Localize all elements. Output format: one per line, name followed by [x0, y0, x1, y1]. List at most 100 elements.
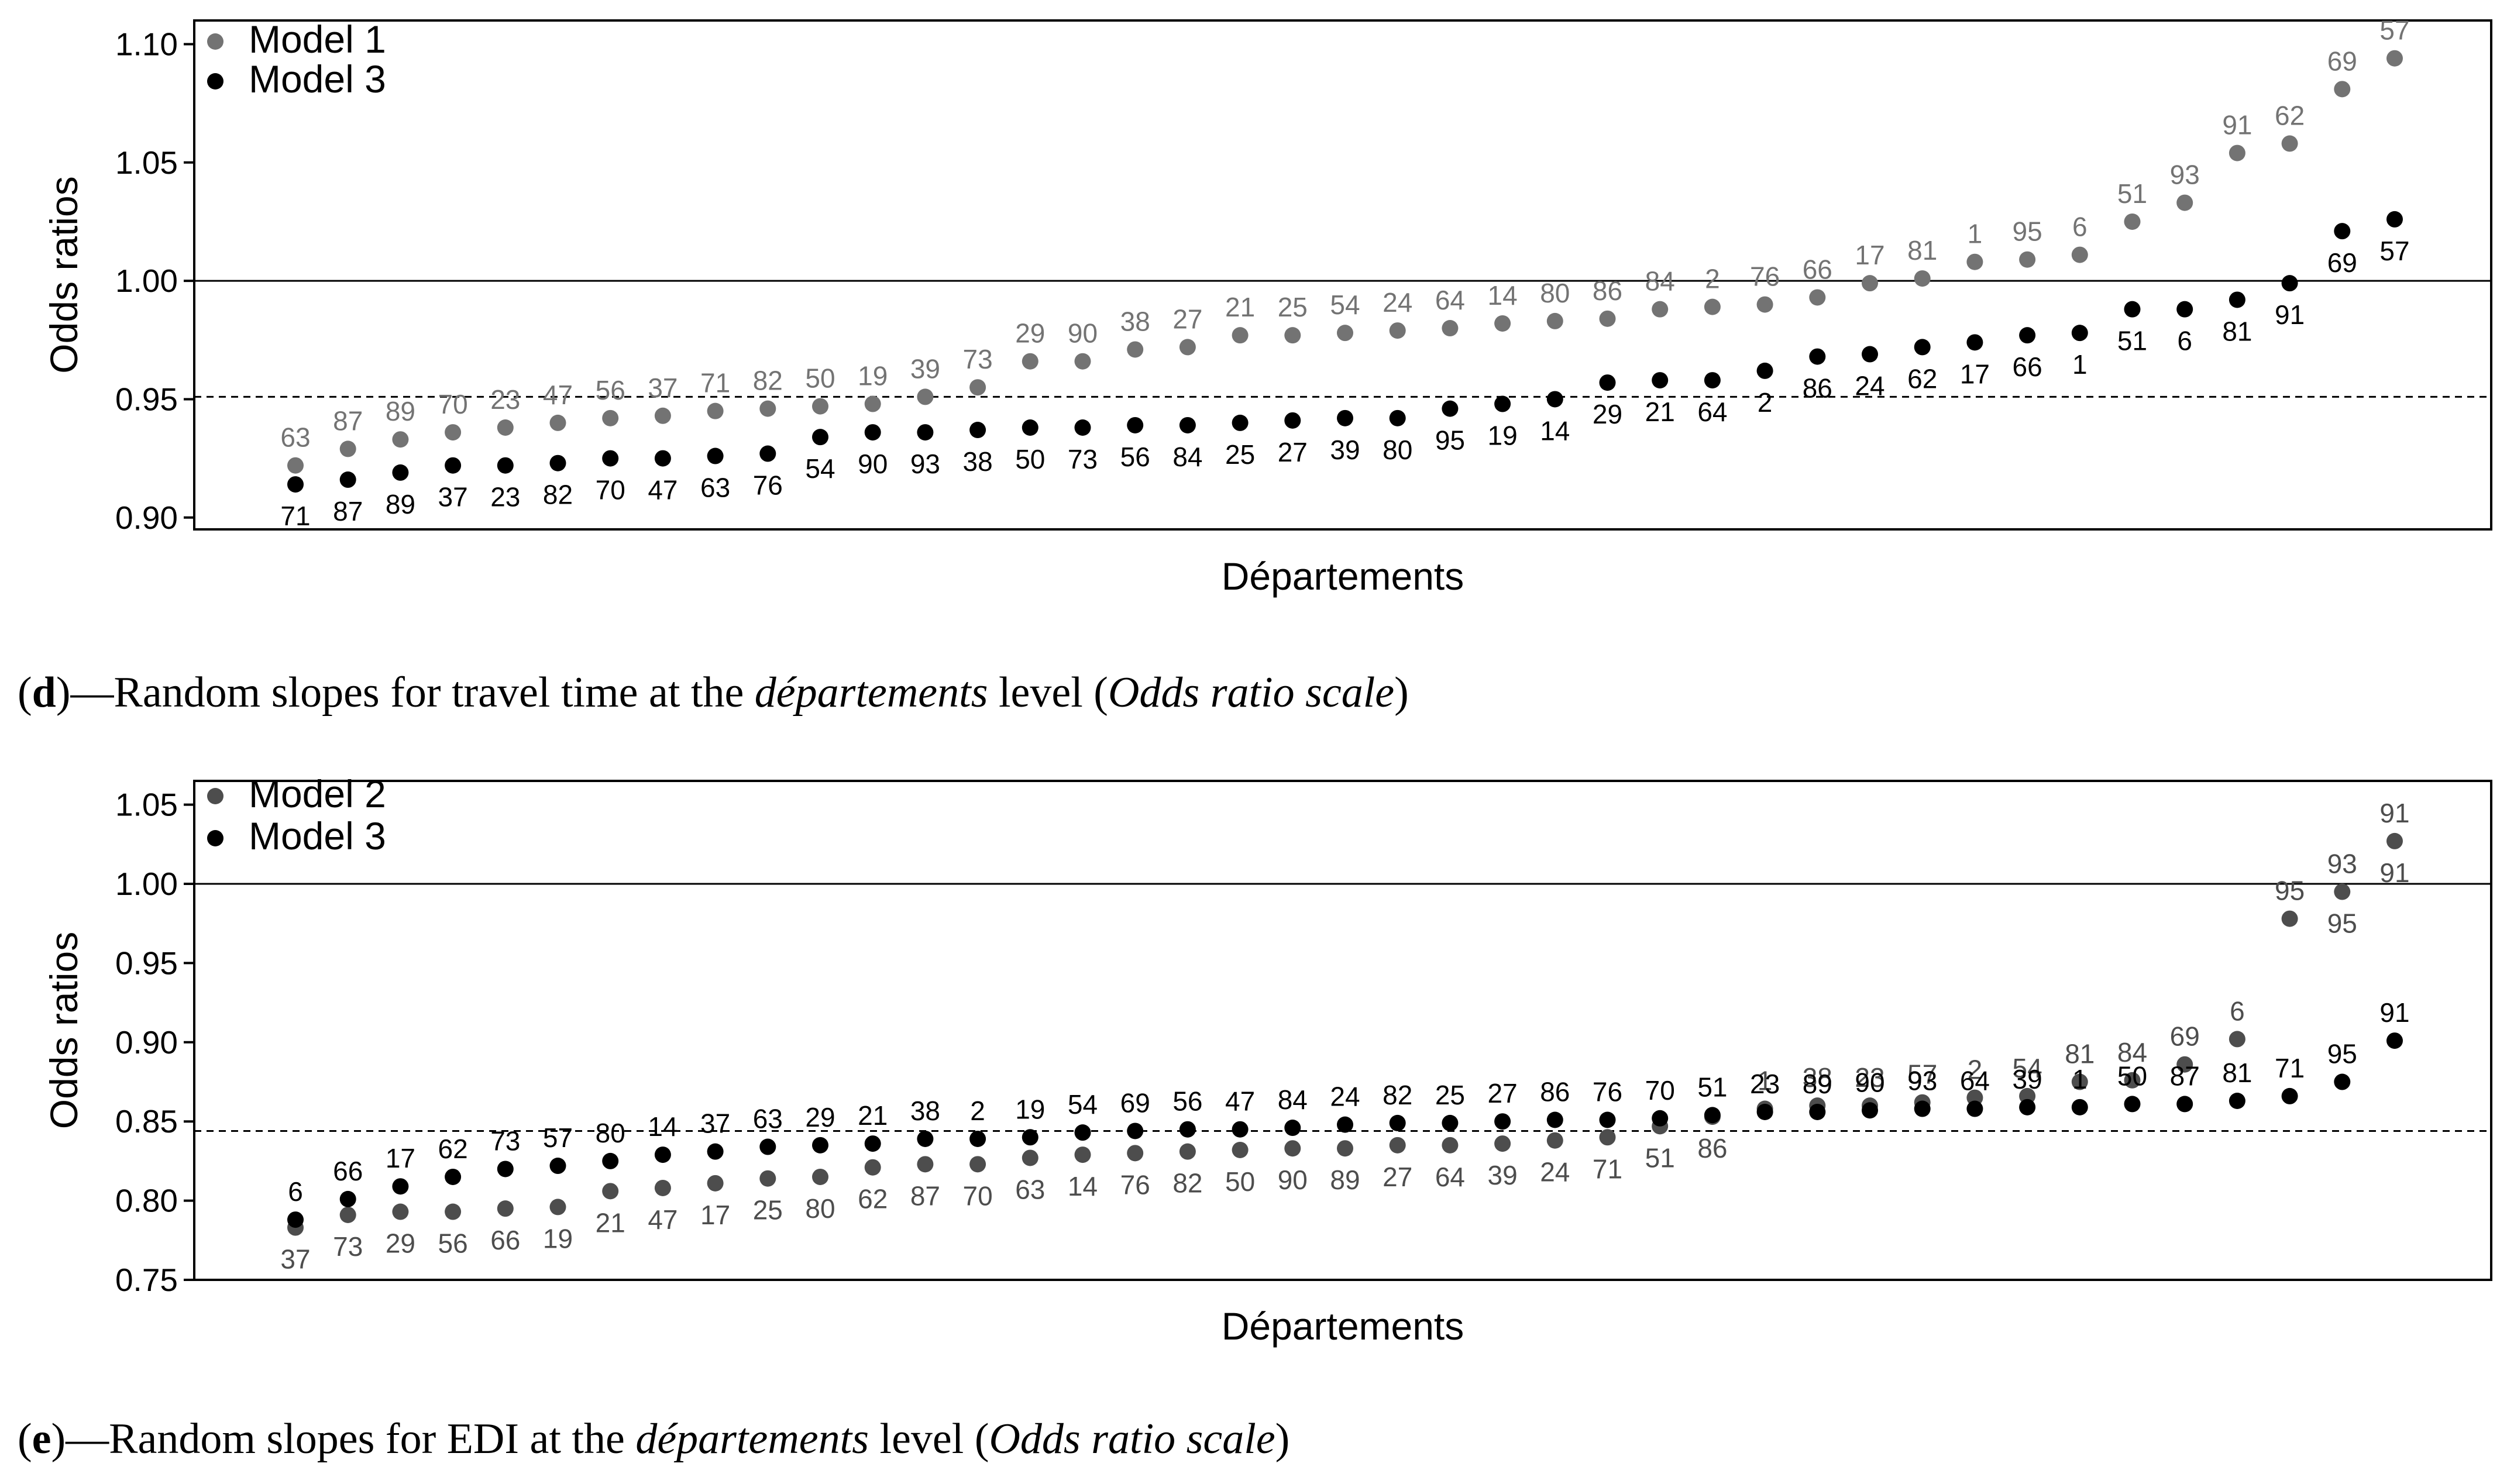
data-point	[2334, 1073, 2351, 1090]
data-point	[1442, 1114, 1459, 1131]
data-point	[2124, 301, 2141, 318]
data-point	[549, 1158, 566, 1175]
data-point	[1494, 395, 1511, 412]
data-label: 76	[753, 470, 783, 501]
data-label: 71	[280, 501, 310, 531]
data-point	[392, 1203, 409, 1220]
data-point	[1809, 1103, 1826, 1120]
data-label: 57	[1907, 1059, 1937, 1090]
data-label: 17	[1960, 359, 1990, 389]
data-label: 50	[2117, 1061, 2147, 1091]
y-tick-label: 0.90	[115, 1024, 178, 1061]
data-label: 73	[1068, 444, 1098, 474]
data-label: 95	[2327, 908, 2357, 939]
data-label: 93	[1907, 1066, 1937, 1096]
data-label: 76	[1750, 261, 1780, 292]
data-label: 91	[2379, 997, 2409, 1028]
data-label: 6	[288, 1176, 303, 1207]
data-point	[1442, 400, 1459, 417]
data-point	[339, 1190, 356, 1207]
data-point	[1809, 348, 1826, 365]
data-label: 86	[1697, 1133, 1727, 1163]
caption-e-mid: level (	[869, 1415, 989, 1463]
data-label: 54	[1330, 290, 1360, 320]
data-point	[1127, 416, 1144, 433]
data-point	[1179, 339, 1196, 356]
caption-e-italic-2: Odds ratio scale	[989, 1415, 1275, 1463]
data-label: 50	[805, 363, 835, 394]
data-point	[1599, 1111, 1616, 1128]
chart-e: 0.75 0.80 0.85 0.90 0.95 1.00 1.05 Odds ratios D…	[42, 772, 2492, 1348]
data-label: 91	[2379, 858, 2409, 888]
data-point	[2229, 144, 2245, 161]
legend-label: Model 2	[249, 772, 386, 815]
data-label: 19	[1488, 421, 1518, 451]
data-label: 17	[700, 1200, 730, 1230]
data-point	[2071, 1099, 2088, 1115]
data-point	[917, 388, 934, 405]
data-label: 84	[1172, 442, 1202, 472]
data-label: 89	[386, 489, 415, 519]
data-label: 23	[1750, 1069, 1780, 1099]
data-label: 86	[1803, 373, 1832, 404]
data-point	[917, 1156, 934, 1173]
y-tick-label: 1.05	[115, 144, 178, 181]
data-point	[1862, 275, 1878, 292]
data-label: 37	[648, 373, 678, 403]
data-point	[2229, 1031, 2245, 1048]
caption-d: (d)—Random slopes for travel time at the…	[18, 668, 1409, 718]
data-point	[287, 1211, 304, 1228]
data-label: 19	[1015, 1094, 1045, 1124]
data-label: 38	[1803, 1062, 1832, 1093]
data-label: 73	[490, 1125, 520, 1156]
data-label: 29	[386, 1228, 415, 1259]
data-point	[1599, 374, 1616, 391]
data-point	[2281, 275, 2298, 292]
data-point	[339, 440, 356, 457]
y-tick-label: 1.00	[115, 866, 178, 902]
data-label: 93	[910, 449, 940, 479]
data-label: 37	[438, 482, 468, 512]
data-point	[864, 424, 881, 441]
data-label: 51	[2117, 326, 2147, 356]
data-label: 1	[1758, 1066, 1773, 1096]
data-point	[1914, 270, 1931, 287]
data-point	[1862, 1102, 1878, 1119]
data-label: 14	[1068, 1171, 1098, 1201]
data-point	[1232, 1141, 1249, 1158]
data-label: 29	[1593, 399, 1622, 429]
data-point	[2334, 81, 2351, 98]
data-label: 27	[1383, 1162, 1412, 1192]
data-label: 23	[490, 384, 520, 415]
data-label: 63	[280, 422, 310, 453]
data-label: 39	[1330, 435, 1360, 465]
data-label: 80	[1540, 278, 1570, 308]
data-point	[2281, 1087, 2298, 1104]
data-point	[812, 398, 828, 415]
data-label: 19	[858, 361, 888, 391]
data-point	[445, 457, 462, 474]
data-point	[1704, 298, 1721, 315]
y-tick-label: 0.85	[115, 1103, 178, 1139]
data-label: 19	[543, 1223, 573, 1254]
data-label: 54	[2013, 1053, 2042, 1083]
data-point	[1966, 253, 1983, 270]
data-point	[1389, 322, 1406, 339]
data-label: 56	[438, 1228, 468, 1259]
data-label: 80	[596, 1118, 625, 1148]
data-label: 23	[1855, 1062, 1884, 1093]
data-point	[1074, 1146, 1091, 1163]
data-label: 6	[2072, 212, 2088, 242]
data-point	[2281, 135, 2298, 152]
data-label: 66	[490, 1225, 520, 1255]
data-label: 71	[1593, 1154, 1622, 1184]
data-label: 64	[1697, 397, 1727, 427]
data-point	[1756, 296, 1773, 313]
data-point	[1337, 1116, 1353, 1133]
data-label: 38	[910, 1096, 940, 1126]
data-label: 38	[1120, 306, 1150, 336]
data-point	[497, 457, 514, 474]
plot-frame	[193, 780, 2492, 1281]
data-label: 63	[753, 1104, 783, 1134]
caption-e-letter: e	[32, 1415, 51, 1463]
